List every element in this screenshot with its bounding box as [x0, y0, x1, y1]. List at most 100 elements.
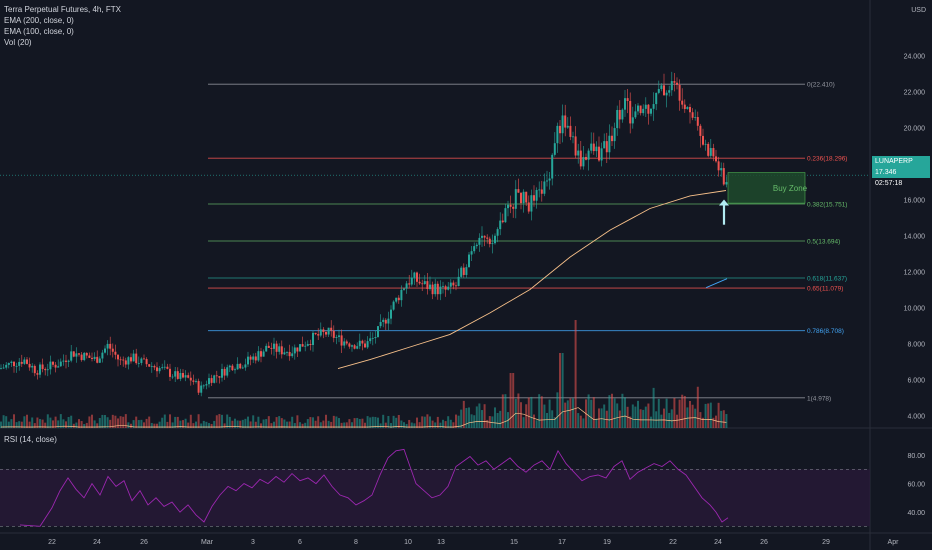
- time-axis[interactable]: 22 24 26 Mar 3 6 8 10 13 15 17 19 22 24 26 29 Apr: [48, 539, 899, 546]
- volume-bar: [13, 414, 15, 428]
- volume-bar: [340, 422, 343, 428]
- candle-body: [122, 359, 125, 361]
- candle-body: [267, 345, 270, 348]
- fibonacci-retracement[interactable]: 0(22.410) 0.236(18.296) 0.382(15.751) 0.5(1…: [208, 82, 847, 403]
- candle-body: [462, 267, 465, 275]
- candle-body: [306, 343, 309, 346]
- candle-body: [327, 327, 330, 335]
- volume-bar: [561, 353, 564, 428]
- candle-body: [470, 251, 473, 255]
- volume-bar: [426, 414, 429, 428]
- candle-body: [525, 191, 528, 203]
- candle-body: [377, 326, 379, 338]
- candle-body: [371, 338, 374, 339]
- volume-bar: [707, 403, 710, 428]
- volume-bar: [384, 422, 387, 428]
- symbol-title[interactable]: Terra Perpetual Futures, 4h, FTX: [4, 5, 121, 14]
- rsi-line: [19, 448, 729, 527]
- price-axis[interactable]: 4.0006.0008.00010.00012.00014.00016.0001…: [904, 54, 926, 421]
- candle-body: [280, 346, 283, 355]
- candle-body: [527, 202, 530, 212]
- candle-body: [538, 189, 541, 191]
- volume-bar: [553, 417, 556, 428]
- candle-body: [512, 206, 515, 209]
- volume-bar: [358, 418, 361, 428]
- volume-bar: [78, 419, 80, 428]
- volume-bar: [678, 399, 681, 428]
- candle-body: [569, 125, 572, 137]
- candle-body: [410, 277, 413, 285]
- candle-body: [31, 365, 34, 368]
- rsi-legend[interactable]: RSI (14, close): [4, 435, 57, 444]
- volume-bar: [44, 422, 47, 428]
- y-tick-label: 24.000: [904, 54, 926, 61]
- indicator-ema200[interactable]: EMA (200, close, 0): [4, 16, 74, 25]
- candle-body: [452, 282, 455, 286]
- volume-bar: [221, 414, 223, 428]
- candle-body: [481, 235, 483, 238]
- volume-bar: [171, 422, 174, 428]
- candle-body: [52, 361, 54, 365]
- candle-body: [608, 135, 611, 153]
- volume-bar: [449, 419, 452, 428]
- volume-bar: [46, 414, 49, 428]
- volume-bar: [722, 410, 725, 428]
- candle-body: [254, 356, 257, 361]
- indicator-ema100[interactable]: EMA (100, close, 0): [4, 27, 74, 36]
- candle-body: [184, 375, 187, 378]
- candle-body: [20, 361, 23, 364]
- volume-bar: [36, 417, 39, 428]
- candle-body: [699, 125, 702, 136]
- candle-body: [169, 368, 171, 377]
- x-tick-label: Mar: [201, 539, 214, 546]
- candle-body: [358, 340, 361, 347]
- candle-body: [265, 345, 268, 352]
- candle-body: [657, 89, 660, 93]
- candle-body: [457, 276, 460, 287]
- candle-body: [148, 364, 151, 367]
- candle-body: [195, 380, 197, 382]
- volume-bar: [231, 420, 234, 428]
- volume-bar: [676, 414, 678, 428]
- indicator-volume[interactable]: Vol (20): [4, 38, 32, 47]
- volume-bar: [137, 420, 140, 428]
- volume-bar: [28, 421, 31, 428]
- volume-bar: [278, 416, 281, 428]
- candle-body: [283, 352, 286, 355]
- volume-bar: [49, 417, 52, 428]
- volume-bar: [184, 418, 187, 428]
- fib-level-label: 0.618(11.637): [807, 276, 847, 283]
- buy-zone[interactable]: Buy Zone: [727, 172, 808, 204]
- volume-bar: [98, 417, 101, 428]
- candle-body: [106, 343, 109, 349]
- volume-bar: [715, 415, 717, 428]
- volume-bar: [496, 412, 499, 428]
- x-tick-label: 13: [437, 539, 445, 546]
- candle-body: [114, 351, 117, 355]
- buy-zone-rect[interactable]: [727, 172, 806, 204]
- candle-body: [309, 343, 312, 346]
- volume-bar: [280, 418, 283, 428]
- volume-bar: [527, 397, 530, 428]
- x-tick-label: 17: [558, 539, 566, 546]
- up-arrow-icon[interactable]: [719, 199, 729, 225]
- volume-bar: [618, 410, 621, 428]
- volume-bar: [366, 416, 369, 428]
- candle-body: [187, 375, 190, 378]
- candle-body: [668, 90, 671, 93]
- volume-bar: [119, 416, 122, 428]
- candle-body: [600, 148, 603, 161]
- volume-bar: [655, 411, 658, 428]
- volume-bar: [351, 422, 353, 428]
- candle-body: [582, 157, 585, 167]
- volume-bar: [603, 404, 606, 428]
- candle-body: [221, 368, 223, 378]
- volume-bar: [374, 416, 377, 428]
- candle-body: [312, 332, 314, 346]
- volume-bar: [663, 408, 665, 428]
- volume-bar: [353, 418, 356, 428]
- candle-body: [403, 288, 405, 290]
- volume-bar: [647, 403, 650, 428]
- candle-body: [429, 284, 431, 290]
